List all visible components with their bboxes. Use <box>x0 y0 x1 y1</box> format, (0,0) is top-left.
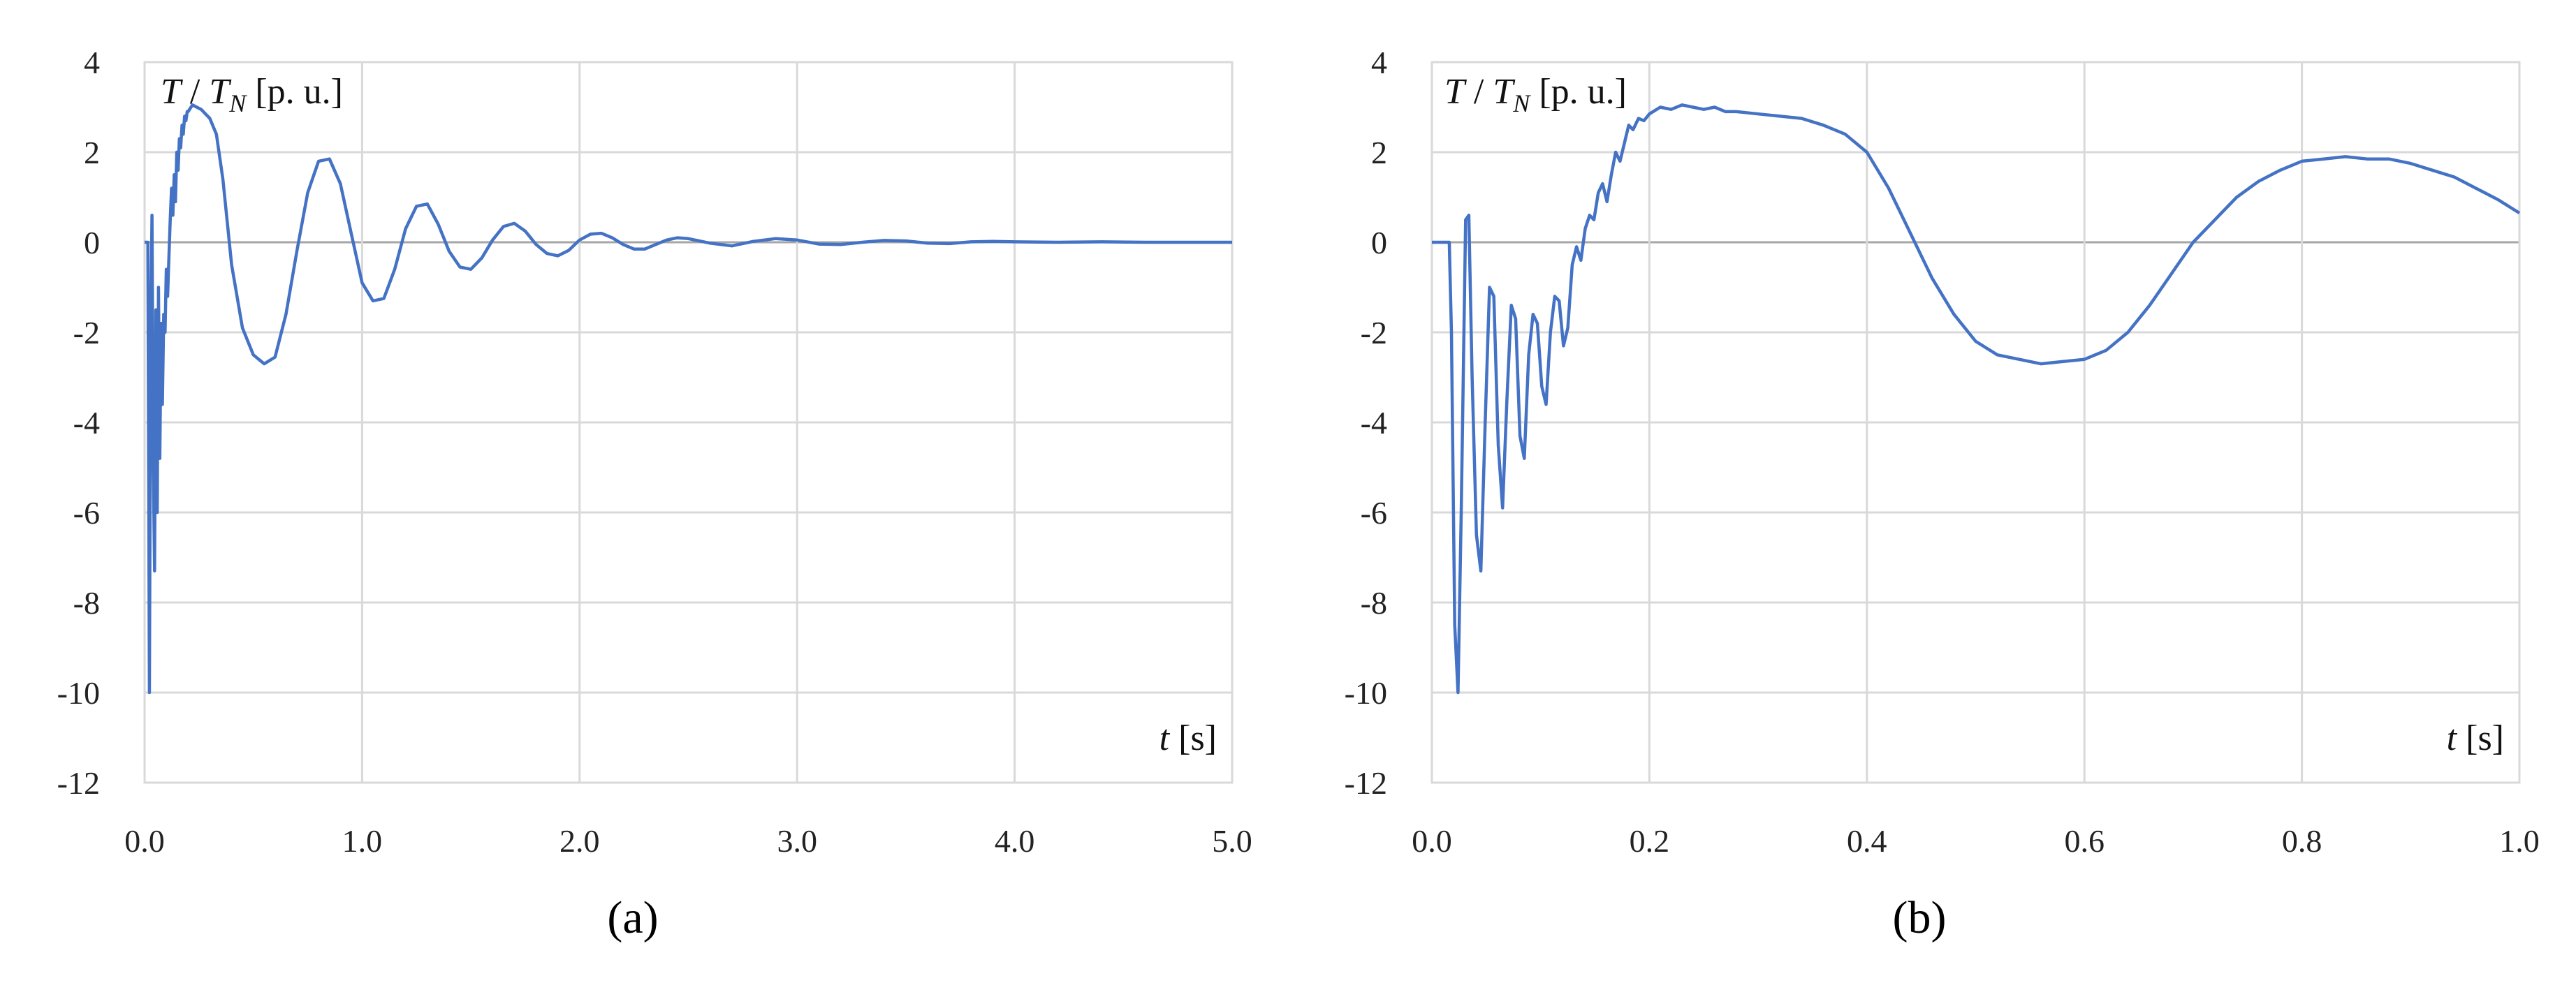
plot-frame-a <box>143 61 1234 784</box>
ylabel-tn-b: T <box>1493 72 1515 112</box>
y-tick-label-b-2: 0 <box>1371 225 1387 260</box>
y-tick-label-a-4: -4 <box>73 405 100 441</box>
x-tick-label-b-2: 0.4 <box>1847 823 1887 859</box>
y-tick-labels-b: 4 2 0 -2 -4 -6 -8 -10 -12 <box>1345 45 1387 801</box>
ylabel-slash-a: / <box>181 72 209 112</box>
x-tick-label-a-5: 5.0 <box>1212 823 1252 859</box>
plot-frame-b <box>1430 61 2521 784</box>
y-tick-label-a-1: 2 <box>84 135 100 170</box>
y-tick-label-a-7: -10 <box>57 675 100 711</box>
y-tick-label-a-5: -6 <box>73 495 100 531</box>
ylabel-unit-b: [p. u.] <box>1530 72 1627 112</box>
chart-panel-b: 4 2 0 -2 -4 -6 -8 -10 -12 0.0 0.2 0.4 0.6 0.8 1.0 T /… <box>1345 45 2540 943</box>
x-tick-label-a-4: 4.0 <box>995 823 1035 859</box>
ylabel-sub-a: N <box>228 89 247 117</box>
torque-series-line-a <box>145 103 1232 695</box>
x-tick-label-a-3: 3.0 <box>777 823 817 859</box>
ylabel-t-a: T <box>161 72 183 112</box>
y-tick-label-b-5: -6 <box>1361 495 1387 531</box>
y-tick-label-a-0: 4 <box>84 45 100 80</box>
y-tick-label-b-1: 2 <box>1371 135 1387 170</box>
x-axis-label-b: t [s] <box>2447 718 2504 758</box>
y-tick-label-a-2: 0 <box>84 225 100 260</box>
ylabel-tn-a: T <box>209 72 231 112</box>
y-tick-label-a-3: -2 <box>73 315 100 350</box>
x-tick-label-b-1: 0.2 <box>1630 823 1670 859</box>
y-tick-label-b-0: 4 <box>1371 45 1387 80</box>
x-tick-labels-a: 0.0 1.0 2.0 3.0 4.0 5.0 <box>124 823 1252 859</box>
grid-lines-b <box>1430 61 2521 784</box>
torque-series-line-b <box>1432 103 2521 695</box>
ylabel-sub-b: N <box>1512 89 1531 117</box>
y-tick-label-b-7: -10 <box>1345 675 1387 711</box>
ylabel-t-b: T <box>1444 72 1467 112</box>
chart-panel-a: 4 2 0 -2 -4 -6 -8 -10 -12 0.0 1.0 2.0 3.0 4.0 5.0 T /… <box>57 45 1252 943</box>
panel-label-b: (b) <box>1893 892 1947 943</box>
x-tick-labels-b: 0.0 0.2 0.4 0.6 0.8 1.0 <box>1412 823 2540 859</box>
x-axis-label-a: t [s] <box>1159 718 1217 758</box>
y-tick-labels-a: 4 2 0 -2 -4 -6 -8 -10 -12 <box>57 45 100 801</box>
y-tick-label-b-4: -4 <box>1361 405 1387 441</box>
grid-lines-a <box>143 61 1234 784</box>
x-tick-label-b-3: 0.6 <box>2064 823 2105 859</box>
y-tick-label-a-8: -12 <box>57 765 100 801</box>
ylabel-unit-a: [p. u.] <box>246 72 343 112</box>
y-tick-label-b-3: -2 <box>1361 315 1387 350</box>
xlabel-unit-b: [s] <box>2457 718 2504 758</box>
y-axis-label-a: T / TN [p. u.] <box>161 72 343 117</box>
x-tick-label-b-5: 1.0 <box>2499 823 2540 859</box>
y-tick-label-a-6: -8 <box>73 585 100 621</box>
y-axis-label-b: T / TN [p. u.] <box>1444 72 1627 117</box>
xlabel-var-a: t <box>1159 718 1171 758</box>
x-tick-label-a-1: 1.0 <box>342 823 383 859</box>
xlabel-unit-a: [s] <box>1169 718 1217 758</box>
xlabel-var-b: t <box>2447 718 2458 758</box>
y-tick-label-b-8: -12 <box>1345 765 1387 801</box>
x-tick-label-b-0: 0.0 <box>1412 823 1452 859</box>
x-tick-label-a-2: 2.0 <box>559 823 600 859</box>
panel-label-a: (a) <box>607 892 658 943</box>
x-tick-label-b-4: 0.8 <box>2282 823 2322 859</box>
x-tick-label-a-0: 0.0 <box>124 823 165 859</box>
ylabel-slash-b: / <box>1465 72 1493 112</box>
y-tick-label-b-6: -8 <box>1361 585 1387 621</box>
